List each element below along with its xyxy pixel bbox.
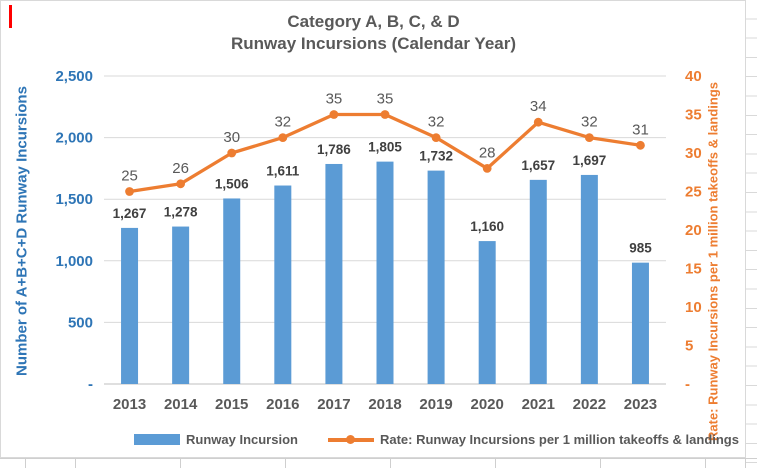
sheet-grid-stub [705, 458, 706, 468]
chart-canvas[interactable]: Category A, B, C, & D Runway Incursions … [0, 0, 746, 458]
rate-label-2020: 28 [479, 144, 496, 161]
left-tick-1500: 1,500 [55, 191, 93, 208]
sheet-grid-stub [495, 458, 496, 468]
rate-label-2022: 32 [581, 114, 598, 131]
bar-2014[interactable] [172, 226, 190, 384]
right-tick-40: 40 [685, 68, 702, 85]
chart-title-line2: Runway Incursions (Calendar Year) [231, 34, 516, 53]
rate-point-2017[interactable] [329, 110, 339, 119]
bar-label-2022: 1,697 [572, 153, 606, 168]
rate-label-2019: 32 [428, 114, 445, 131]
rate-point-2015[interactable] [227, 148, 237, 158]
bar-label-2017: 1,786 [317, 142, 351, 157]
right-tick-25: 25 [685, 184, 702, 201]
left-tick-0: - [88, 376, 93, 393]
legend-item-rate[interactable]: Rate: Runway Incursions per 1 million ta… [327, 432, 739, 447]
sheet-grid-stub [390, 458, 391, 468]
bar-label-2016: 1,611 [266, 164, 300, 179]
category-label-2014: 2014 [164, 396, 198, 413]
rate-point-2023[interactable] [636, 140, 645, 150]
bar-2018[interactable] [376, 161, 394, 384]
rate-label-2021: 34 [530, 98, 547, 115]
category-label-2022: 2022 [573, 396, 606, 413]
bar-label-2019: 1,732 [419, 149, 453, 164]
left-tick-1000: 1,000 [55, 253, 93, 270]
legend-label-rate: Rate: Runway Incursions per 1 million ta… [379, 432, 739, 447]
bar-swatch-icon [134, 434, 180, 445]
left-tick-2500: 2,500 [55, 68, 93, 85]
sheet-grid-stub [75, 458, 76, 468]
bar-2023[interactable] [631, 262, 649, 384]
right-tick-10: 10 [685, 299, 702, 316]
bar-label-2023: 985 [629, 241, 652, 256]
category-label-2018: 2018 [368, 396, 401, 413]
right-tick-5: 5 [685, 338, 693, 355]
chart-title: Category A, B, C, & D Runway Incursions … [1, 11, 746, 55]
sheet-grid-stub [25, 458, 26, 468]
rate-point-2014[interactable] [176, 179, 186, 189]
category-label-2023: 2023 [624, 396, 657, 413]
right-tick-0: - [685, 376, 690, 393]
rate-label-2014: 26 [172, 160, 189, 177]
rate-label-2023: 31 [632, 121, 649, 138]
right-tick-35: 35 [685, 107, 702, 124]
right-tick-30: 30 [685, 145, 702, 162]
sheet-grid-stub [180, 458, 181, 468]
rate-point-2013[interactable] [125, 187, 134, 196]
rate-point-2018[interactable] [380, 110, 390, 119]
sheet-grid-stub [745, 458, 746, 468]
bar-label-2021: 1,657 [521, 158, 555, 173]
category-label-2016: 2016 [266, 396, 299, 413]
rate-label-2016: 32 [274, 114, 291, 131]
right-tick-15: 15 [685, 261, 702, 278]
bar-label-2015: 1,506 [215, 176, 249, 191]
legend-label-runway-incursion: Runway Incursion [186, 432, 298, 447]
rate-label-2013: 25 [121, 168, 138, 185]
bar-label-2014: 1,278 [164, 205, 198, 220]
chart-title-line1: Category A, B, C, & D [287, 12, 460, 31]
legend-item-runway-incursion[interactable]: Runway Incursion [134, 432, 298, 447]
rate-label-2018: 35 [377, 91, 394, 108]
bar-2019[interactable] [427, 170, 445, 384]
rate-label-2015: 30 [223, 129, 240, 146]
rate-point-2019[interactable] [431, 133, 441, 143]
bar-label-2020: 1,160 [470, 219, 504, 234]
sheet-grid-stub [285, 458, 286, 468]
bar-2015[interactable] [223, 198, 241, 384]
bar-2021[interactable] [529, 179, 547, 384]
spreadsheet-bottom-row-line [0, 458, 757, 459]
rate-point-2016[interactable] [278, 133, 288, 143]
category-label-2021: 2021 [522, 396, 555, 413]
right-tick-20: 20 [685, 222, 702, 239]
bar-2013[interactable] [121, 227, 139, 384]
category-label-2020: 2020 [470, 396, 503, 413]
rate-label-2017: 35 [326, 91, 343, 108]
sheet-grid-stub [600, 458, 601, 468]
bar-2022[interactable] [580, 174, 598, 384]
left-tick-500: 500 [68, 314, 93, 331]
chart-legend: Runway Incursion Rate: Runway Incursions… [1, 430, 746, 449]
bar-2020[interactable] [478, 241, 496, 384]
red-marker-artifact [9, 5, 12, 28]
category-label-2015: 2015 [215, 396, 248, 413]
rate-point-2022[interactable] [584, 133, 594, 143]
bar-2017[interactable] [325, 163, 343, 384]
category-label-2013: 2013 [113, 396, 146, 413]
bar-label-2013: 1,267 [113, 206, 147, 221]
rate-point-2021[interactable] [533, 117, 543, 127]
plot-area[interactable]: 1,267 1,278 1,506 1,611 1,786 1,805 1,732 1,160… [1, 1, 746, 459]
category-label-2019: 2019 [419, 396, 452, 413]
line-marker-icon [327, 434, 374, 446]
left-tick-2000: 2,000 [55, 130, 93, 147]
bar-label-2018: 1,805 [368, 140, 402, 155]
rate-point-2020[interactable] [482, 164, 492, 173]
category-label-2017: 2017 [317, 396, 350, 413]
spreadsheet-right-column-grid [745, 0, 757, 468]
bar-2016[interactable] [274, 185, 292, 384]
